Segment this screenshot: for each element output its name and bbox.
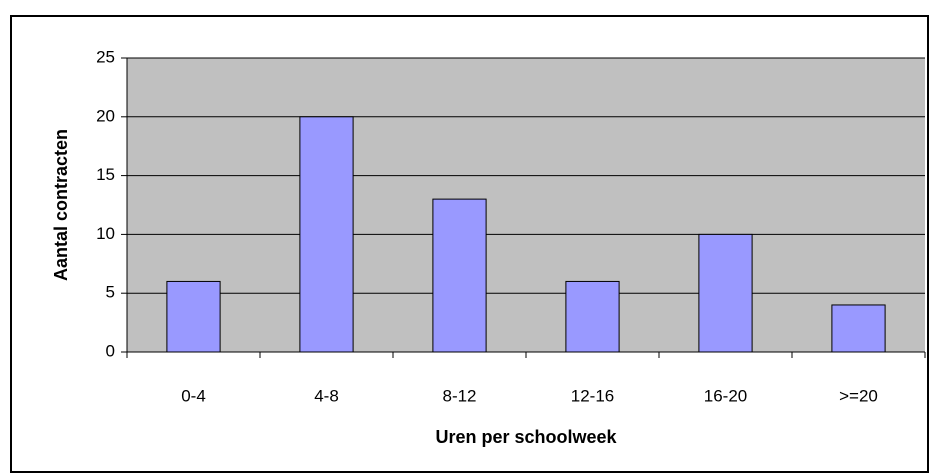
bar — [698, 233, 753, 353]
x-tick-label: 0-4 — [181, 386, 206, 405]
y-tick-label: 15 — [96, 165, 115, 184]
y-tick-label: 0 — [106, 341, 115, 360]
bar — [831, 304, 886, 353]
y-tick-label: 20 — [96, 106, 115, 125]
bar — [432, 198, 487, 353]
y-tick-label: 5 — [106, 283, 115, 302]
y-axis-title: Aantal contracten — [51, 129, 71, 281]
bar — [166, 280, 221, 353]
x-tick-label: 8-12 — [442, 386, 476, 405]
y-tick-label: 25 — [96, 47, 115, 66]
bar — [299, 116, 354, 353]
plot-area — [127, 58, 925, 352]
x-axis-title: Uren per schoolweek — [435, 427, 617, 447]
x-tick-label: 16-20 — [704, 386, 747, 405]
x-tick-label: >=20 — [839, 386, 878, 405]
x-tick-label: 12-16 — [571, 386, 614, 405]
x-tick-label: 4-8 — [314, 386, 339, 405]
y-tick-label: 10 — [96, 224, 115, 243]
bar — [565, 280, 620, 353]
